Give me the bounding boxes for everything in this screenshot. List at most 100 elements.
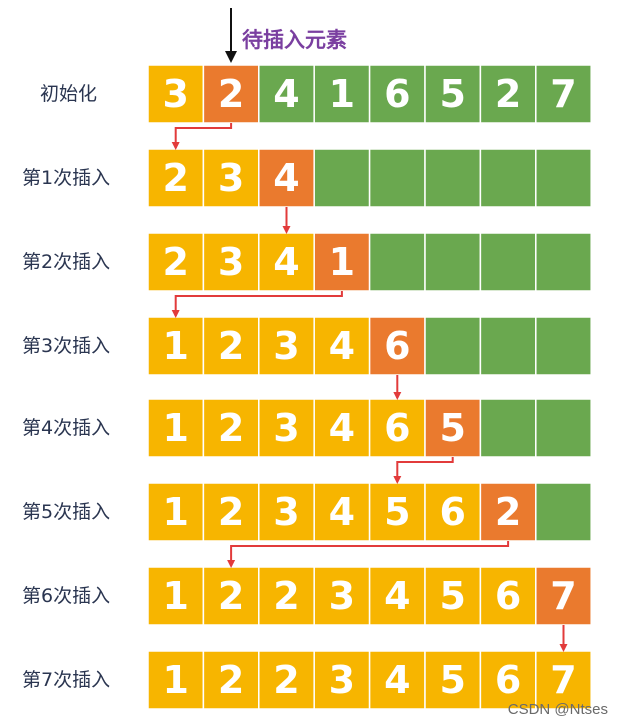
cell-sorted bbox=[424, 566, 482, 626]
cell-value: 5 bbox=[384, 490, 410, 534]
cell-unsorted bbox=[258, 64, 315, 124]
cells-layer: 3 2 4 1 6 5 2 72 3 42 3 4 11 2 3 4 61 2 3 4 6 51 2 3 4 5 6 21 2 2 3 4 5 6… bbox=[147, 64, 592, 710]
arrows-layer bbox=[171, 123, 568, 652]
cell-sorted bbox=[202, 482, 260, 542]
cell-value: 2 bbox=[162, 156, 188, 200]
cell-unsorted bbox=[535, 232, 592, 292]
cell-unsorted bbox=[368, 232, 426, 292]
cell-sorted bbox=[535, 650, 592, 710]
row-label: 第6次插入 bbox=[22, 585, 111, 607]
cell-unsorted bbox=[479, 398, 537, 458]
cell-unsorted bbox=[535, 316, 592, 376]
cell-value: 7 bbox=[550, 658, 576, 702]
cell-unsorted bbox=[535, 148, 592, 208]
cell-value: 1 bbox=[329, 240, 355, 284]
cell-value: 3 bbox=[329, 658, 355, 702]
cell-value: 3 bbox=[329, 574, 355, 618]
cell-value: 3 bbox=[218, 240, 244, 284]
insert-arrow bbox=[171, 123, 233, 150]
cell-value: 2 bbox=[495, 72, 521, 116]
cell-sorted bbox=[202, 650, 260, 710]
cell-sorted bbox=[424, 650, 482, 710]
cell-unsorted bbox=[424, 316, 482, 376]
cell-sorted bbox=[258, 482, 315, 542]
cell-sorted bbox=[202, 148, 260, 208]
cell-value: 7 bbox=[550, 72, 576, 116]
cell-value: 6 bbox=[384, 324, 410, 368]
row-label: 第4次插入 bbox=[22, 417, 111, 439]
cell-value: 4 bbox=[329, 490, 355, 534]
pending-element-label: 待插入元素 bbox=[242, 28, 347, 52]
cell-unsorted bbox=[535, 64, 592, 124]
cell-value: 2 bbox=[273, 658, 299, 702]
insert-arrow bbox=[171, 291, 343, 318]
cell-value: 3 bbox=[218, 156, 244, 200]
cell-sorted bbox=[202, 566, 260, 626]
cell-sorted bbox=[313, 566, 371, 626]
cell-unsorted bbox=[479, 316, 537, 376]
cell-sorted bbox=[313, 650, 371, 710]
cell-current bbox=[313, 232, 371, 292]
cell-sorted bbox=[258, 232, 315, 292]
cell-sorted bbox=[258, 650, 315, 710]
cell-unsorted bbox=[424, 64, 482, 124]
cell-value: 7 bbox=[550, 574, 576, 618]
cell-sorted bbox=[424, 482, 482, 542]
cell-value: 6 bbox=[384, 406, 410, 450]
cell-value: 1 bbox=[162, 406, 188, 450]
cell-value: 2 bbox=[218, 406, 244, 450]
cell-value: 2 bbox=[162, 240, 188, 284]
cell-unsorted bbox=[368, 64, 426, 124]
cell-value: 4 bbox=[273, 156, 299, 200]
cell-sorted bbox=[479, 566, 537, 626]
cell-sorted bbox=[147, 232, 205, 292]
cell-value: 1 bbox=[162, 490, 188, 534]
cell-unsorted bbox=[479, 232, 537, 292]
cell-value: 6 bbox=[384, 72, 410, 116]
cell-unsorted bbox=[368, 148, 426, 208]
cell-sorted bbox=[147, 148, 205, 208]
cell-value: 3 bbox=[273, 324, 299, 368]
cell-value: 4 bbox=[384, 658, 410, 702]
cell-current bbox=[535, 566, 592, 626]
cell-value: 2 bbox=[218, 72, 244, 116]
cell-sorted bbox=[202, 316, 260, 376]
cell-value: 3 bbox=[273, 490, 299, 534]
cell-sorted bbox=[258, 566, 315, 626]
row-label: 初始化 bbox=[40, 83, 98, 105]
cell-value: 3 bbox=[273, 406, 299, 450]
cell-value: 2 bbox=[273, 574, 299, 618]
cell-sorted bbox=[313, 316, 371, 376]
cell-sorted bbox=[368, 482, 426, 542]
cell-sorted bbox=[147, 398, 205, 458]
cell-value: 1 bbox=[162, 324, 188, 368]
cell-value: 4 bbox=[273, 240, 299, 284]
cell-sorted bbox=[368, 398, 426, 458]
cell-value: 4 bbox=[329, 324, 355, 368]
insert-arrow bbox=[227, 541, 510, 568]
cell-sorted bbox=[313, 482, 371, 542]
cell-value: 6 bbox=[439, 490, 465, 534]
cell-value: 5 bbox=[439, 658, 465, 702]
cell-unsorted bbox=[424, 232, 482, 292]
cell-value: 2 bbox=[218, 490, 244, 534]
cell-value: 2 bbox=[218, 324, 244, 368]
row-label: 第3次插入 bbox=[22, 335, 111, 357]
cell-unsorted bbox=[313, 64, 371, 124]
cell-value: 2 bbox=[495, 490, 521, 534]
cell-value: 6 bbox=[495, 574, 521, 618]
row-label: 第5次插入 bbox=[22, 501, 111, 523]
cell-value: 5 bbox=[439, 406, 465, 450]
cell-value: 4 bbox=[384, 574, 410, 618]
cell-sorted bbox=[258, 398, 315, 458]
row-label: 第2次插入 bbox=[22, 251, 111, 273]
cell-unsorted bbox=[535, 398, 592, 458]
cell-value: 5 bbox=[439, 574, 465, 618]
cell-value: 6 bbox=[495, 658, 521, 702]
cell-sorted bbox=[202, 232, 260, 292]
cell-value: 2 bbox=[218, 658, 244, 702]
cell-value: 4 bbox=[329, 406, 355, 450]
cell-unsorted bbox=[535, 482, 592, 542]
